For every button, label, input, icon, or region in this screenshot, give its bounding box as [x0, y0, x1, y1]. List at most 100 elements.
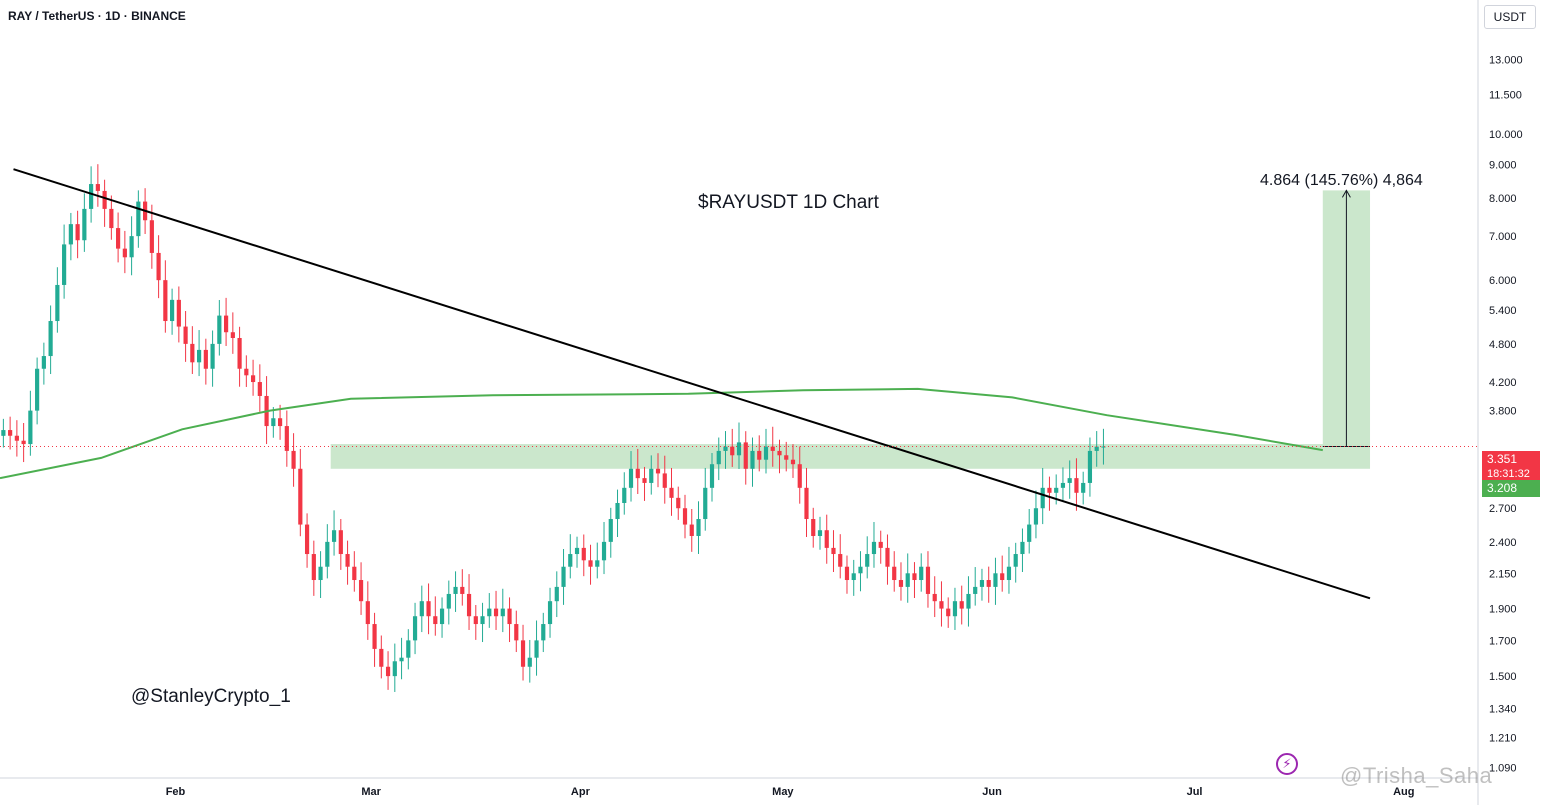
candle: [244, 368, 249, 376]
candle: [460, 586, 465, 594]
candle: [257, 382, 262, 396]
lightning-icon[interactable]: ⚡: [1276, 753, 1298, 775]
candle: [595, 560, 600, 567]
candle: [196, 349, 202, 363]
candle: [973, 586, 978, 594]
candle: [385, 666, 391, 677]
candle: [8, 430, 13, 436]
candle: [655, 468, 661, 474]
candle: [480, 616, 485, 625]
candle: [682, 508, 688, 525]
trendline: [13, 168, 1371, 600]
candle: [662, 473, 667, 488]
candle: [689, 524, 694, 536]
currency-selector[interactable]: USDT: [1484, 5, 1536, 29]
candle: [615, 502, 620, 520]
candle: [203, 349, 208, 369]
candle: [14, 435, 19, 441]
y-tick-label: 2.400: [1489, 537, 1517, 549]
candle: [271, 418, 276, 427]
candle: [527, 657, 532, 667]
y-tick-label: 5.400: [1489, 305, 1517, 317]
candle: [669, 487, 674, 498]
y-tick-label: 1.500: [1489, 671, 1517, 683]
x-tick-label: Jul: [1187, 786, 1203, 798]
candle: [865, 554, 870, 567]
author-handle: @StanleyCrypto_1: [131, 686, 291, 707]
candle: [176, 299, 181, 327]
y-tick-label: 1.900: [1489, 604, 1517, 616]
candle: [237, 338, 242, 369]
candle: [493, 608, 499, 617]
candle: [1020, 541, 1025, 555]
candle: [1087, 450, 1093, 483]
candle: [190, 343, 195, 363]
candle: [628, 468, 634, 488]
candle: [777, 450, 782, 456]
candle: [1000, 573, 1005, 581]
candle: [217, 315, 222, 344]
candle: [21, 440, 26, 445]
candle: [932, 593, 937, 602]
candle: [892, 566, 897, 581]
candle: [986, 580, 991, 587]
candle: [291, 450, 296, 469]
y-tick-label: 10.000: [1489, 129, 1523, 141]
candle: [838, 554, 843, 567]
candle: [41, 356, 46, 369]
candle: [520, 640, 526, 667]
candle: [1074, 478, 1079, 493]
candle: [885, 547, 890, 567]
candle: [831, 547, 836, 555]
candle: [635, 468, 640, 479]
y-tick-label: 1.700: [1489, 635, 1517, 647]
candle: [1054, 487, 1059, 493]
candle: [210, 343, 215, 369]
candle: [1047, 487, 1052, 493]
candle: [170, 299, 175, 322]
candle: [1060, 482, 1066, 488]
measure-arrow-head: [1341, 189, 1351, 198]
candle: [318, 566, 323, 581]
candle: [784, 455, 789, 460]
candle: [284, 426, 289, 451]
candle: [925, 566, 931, 594]
support-zone: [330, 444, 1371, 469]
candle: [790, 459, 796, 465]
candle: [743, 442, 748, 469]
watermark: @Trisha_Saha: [1340, 763, 1493, 788]
candle: [649, 468, 654, 483]
candle: [581, 547, 586, 561]
candle: [898, 580, 904, 587]
candle: [709, 464, 715, 488]
candle: [534, 640, 539, 658]
candle: [230, 332, 235, 339]
candle: [250, 375, 256, 383]
candle: [1101, 446, 1106, 448]
last-price-value: 3.351: [1487, 452, 1518, 466]
candle: [919, 566, 924, 581]
candle: [500, 608, 505, 617]
candle: [804, 487, 809, 520]
candle: [1094, 446, 1099, 451]
candle: [736, 442, 742, 456]
symbol-title[interactable]: RAY / TetherUS · 1D · BINANCE: [8, 9, 186, 23]
y-tick-label: 8.000: [1489, 193, 1517, 205]
candle: [466, 593, 472, 617]
candle: [453, 586, 458, 594]
candle: [1006, 566, 1012, 581]
candle: [116, 228, 121, 249]
candle: [426, 601, 431, 617]
candle: [365, 601, 370, 625]
candle: [939, 601, 944, 609]
candle: [446, 593, 451, 609]
candle: [763, 446, 769, 460]
candle: [68, 224, 73, 245]
moving-average-line: [0, 387, 1323, 480]
candle: [487, 608, 492, 617]
candle: [851, 573, 856, 581]
candle: [561, 566, 566, 587]
candle: [601, 541, 607, 561]
candle: [82, 208, 87, 241]
